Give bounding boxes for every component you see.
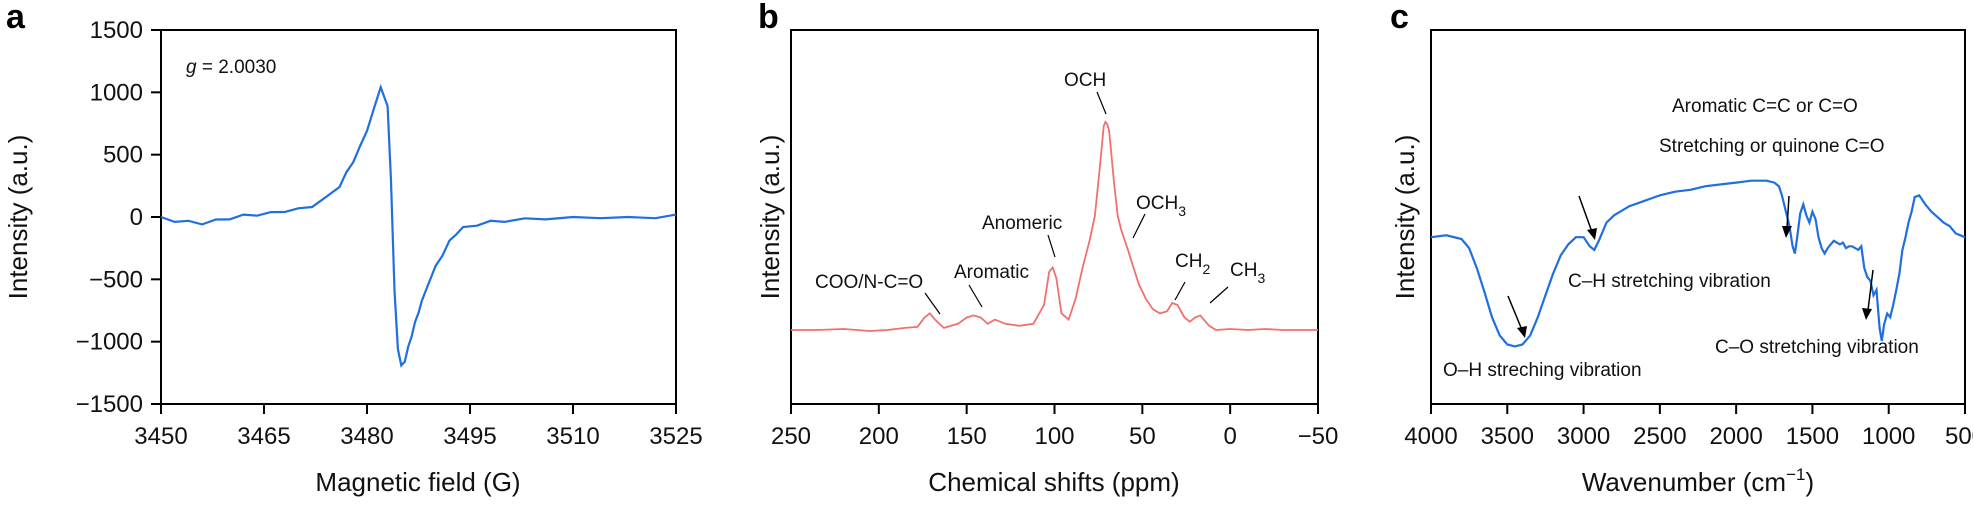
- panel-a-y-tick-label: −1500: [76, 391, 143, 418]
- arrow-och3: [1132, 213, 1146, 239]
- panel-c-y-axis-title: Intensity (a.u.): [1390, 135, 1420, 300]
- panel-c-x-tick-label: 3000: [1557, 423, 1610, 450]
- panel-c-x-tick-label: 3500: [1481, 423, 1534, 450]
- panel-b-x-tick-label: 100: [1034, 423, 1074, 450]
- panel-a-y-tick-label: 1000: [90, 79, 143, 106]
- arrow-ch2: [1174, 281, 1186, 301]
- panel-a-y-tick-label: −1000: [76, 329, 143, 356]
- arrow-oh: [1507, 295, 1527, 338]
- panel-b-x-axis-title: Chemical shifts (ppm): [928, 467, 1179, 497]
- annotation-och3-sub: 3: [1178, 203, 1186, 219]
- panel-a-x-tick-label: 3465: [237, 423, 290, 450]
- panel-a-x-tick-label: 3495: [443, 423, 496, 450]
- panel-a-x-tick-label: 3480: [340, 423, 393, 450]
- panel-c-x-tick-label: 4000: [1404, 423, 1457, 450]
- panel-a-x-axis-title: Magnetic field (G): [315, 467, 520, 497]
- annotation-och3-base: OCH: [1136, 193, 1178, 214]
- panel-b: b 250 200 150 100 50 0 −50 Intensity (a.u.) Ch…: [755, 0, 1338, 497]
- annotation-co-stretch: C–O stretching vibration: [1715, 337, 1919, 358]
- panel-c-x-tick-label: 500: [1945, 423, 1973, 450]
- panel-c-x-axis-title-base: Wavenumber (cm: [1582, 467, 1786, 497]
- panel-c-series-line: [1430, 179, 1966, 348]
- panel-a-x-ticks: 3450 3465 3480 3495 3510 3525: [134, 404, 703, 450]
- panel-a-y-tick-label: 0: [130, 204, 143, 231]
- panel-a-series-line: [160, 83, 677, 368]
- panel-letter-b: b: [758, 0, 779, 36]
- panel-a: a −1500 −1000 −500 0 500 1000 1500 3450 3465 348…: [3, 0, 703, 497]
- arrow-ch3: [1209, 286, 1229, 304]
- annotation-och3: OCH3: [1136, 193, 1186, 219]
- panel-a-y-tick-label: 1500: [90, 17, 143, 44]
- annotation-ch3: CH3: [1230, 260, 1265, 286]
- arrow-coo: [924, 292, 941, 315]
- panel-b-x-ticks: 250 200 150 100 50 0 −50: [771, 404, 1338, 450]
- panel-b-x-tick-label: 200: [859, 423, 899, 450]
- panel-b-x-tick-label: 150: [947, 423, 987, 450]
- annotation-ch2-sub: 2: [1202, 261, 1210, 277]
- annotation-anomeric: Anomeric: [982, 213, 1062, 234]
- arrow-ch: [1578, 195, 1597, 240]
- panel-b-y-axis-title: Intensity (a.u.): [755, 135, 785, 300]
- annotation-och: OCH: [1064, 70, 1106, 91]
- panel-a-g-symbol: g: [186, 57, 197, 78]
- annotation-quinone: Stretching or quinone C=O: [1659, 136, 1885, 157]
- panel-a-y-tick-label: −500: [89, 266, 143, 293]
- annotation-ch3-sub: 3: [1257, 270, 1265, 286]
- panel-letter-c: c: [1390, 0, 1409, 36]
- arrow-aromatic-co: [1782, 195, 1792, 238]
- panel-c-x-axis-title-sup: −1: [1786, 465, 1805, 484]
- panel-a-g-annotation: g = 2.0030: [186, 57, 276, 78]
- panel-a-y-axis-title: Intensity (a.u.): [3, 135, 33, 300]
- arrow-co: [1862, 269, 1874, 320]
- panel-c-x-axis-title: Wavenumber (cm−1): [1582, 465, 1814, 497]
- panel-c-frame: [1430, 29, 1966, 405]
- panel-c: c 4000 3500 3000 2500 2000 1500 1000 500 Intens…: [1390, 0, 1973, 497]
- annotation-ch2: CH2: [1175, 251, 1210, 277]
- panel-b-x-tick-label: 250: [771, 423, 811, 450]
- annotation-ch-stretch: C–H stretching vibration: [1568, 271, 1771, 292]
- panel-c-x-tick-label: 1500: [1786, 423, 1839, 450]
- arrow-anomeric: [1047, 234, 1056, 258]
- arrow-aromatic: [968, 284, 983, 308]
- panel-b-x-tick-label: 50: [1129, 423, 1156, 450]
- panel-a-x-tick-label: 3450: [134, 423, 187, 450]
- panel-c-x-tick-label: 2500: [1633, 423, 1686, 450]
- panel-letter-a: a: [6, 0, 26, 36]
- annotation-ch2-base: CH: [1175, 251, 1202, 272]
- annotation-aromatic: Aromatic: [954, 262, 1029, 283]
- panel-b-x-tick-label: −50: [1298, 423, 1339, 450]
- panel-a-y-ticks: −1500 −1000 −500 0 500 1000 1500: [76, 17, 161, 418]
- panel-c-x-tick-label: 1000: [1862, 423, 1915, 450]
- arrow-och: [1096, 91, 1107, 115]
- panel-a-g-value: = 2.0030: [197, 57, 277, 78]
- panel-a-y-tick-label: 500: [103, 142, 143, 169]
- annotation-oh-stretch: O–H streching vibration: [1443, 360, 1642, 381]
- panel-c-x-tick-label: 2000: [1709, 423, 1762, 450]
- panel-a-x-tick-label: 3510: [546, 423, 599, 450]
- panel-b-series-line: [791, 120, 1318, 332]
- panel-c-x-ticks: 4000 3500 3000 2500 2000 1500 1000 500: [1404, 404, 1973, 450]
- panel-c-x-axis-title-close: ): [1805, 467, 1814, 497]
- panel-a-x-tick-label: 3525: [649, 423, 702, 450]
- annotation-coo: COO/N-C=O: [815, 272, 923, 293]
- panel-b-x-tick-label: 0: [1223, 423, 1236, 450]
- annotation-aromatic-cc: Aromatic C=C or C=O: [1672, 96, 1858, 117]
- annotation-ch3-base: CH: [1230, 260, 1257, 281]
